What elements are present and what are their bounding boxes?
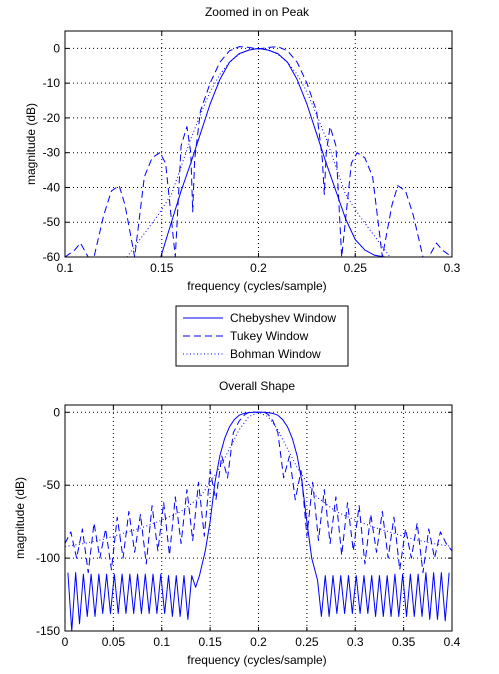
- overall-x-tick-label: 0: [62, 635, 69, 649]
- zoomed-series-tukey: [65, 46, 452, 257]
- overall-series-bohman: [65, 411, 452, 547]
- zoomed-x-tick-label: 0.25: [344, 261, 368, 275]
- legend-label-bohman: Bohman Window: [230, 347, 321, 361]
- legend-box: [175, 305, 349, 367]
- zoomed-x-tick-label: 0.3: [444, 261, 461, 275]
- overall-y-tick-label: -100: [36, 551, 60, 565]
- legend-label-chebyshev: Chebyshev Window: [230, 311, 336, 325]
- zoomed-y-tick-label: -40: [43, 180, 61, 194]
- overall-y-label: magnitude (dB): [13, 477, 27, 559]
- legend: Chebyshev Window Tukey Window Bohman Win…: [175, 305, 349, 367]
- zoomed-y-tick-label: -20: [43, 111, 61, 125]
- overall-chart: Overall Shape 0 0.05 0.1 0.15 0.2 0.25 0.3 0.35…: [13, 379, 461, 667]
- zoomed-chart: Zoomed in on Peak 0.1 0.15 0.2 0.25 0.3 -60 -5…: [24, 5, 461, 293]
- zoomed-series-group: [65, 46, 452, 257]
- overall-ticks: 0 0.05 0.1 0.15 0.2 0.25 0.3 0.35 0.4 -150 -100 -50…: [36, 405, 461, 649]
- zoomed-chart-title: Zoomed in on Peak: [205, 5, 310, 19]
- overall-x-tick-label: 0.35: [392, 635, 416, 649]
- zoomed-y-label: magnitude (dB): [24, 103, 38, 185]
- overall-chart-title: Overall Shape: [219, 379, 295, 393]
- zoomed-x-tick-label: 0.15: [150, 261, 174, 275]
- zoomed-x-label: frequency (cycles/sample): [187, 279, 326, 293]
- overall-x-tick-label: 0.4: [444, 635, 461, 649]
- zoomed-y-tick-label: 0: [53, 41, 60, 55]
- zoomed-y-tick-label: -60: [43, 250, 61, 264]
- overall-y-tick-label: -50: [43, 478, 61, 492]
- overall-x-tick-label: 0.3: [347, 635, 364, 649]
- overall-series-tukey: [65, 411, 452, 574]
- zoomed-y-tick-label: -30: [43, 146, 61, 160]
- overall-x-tick-label: 0.2: [250, 635, 267, 649]
- overall-x-tick-label: 0.15: [198, 635, 222, 649]
- zoomed-x-tick-label: 0.2: [250, 261, 267, 275]
- zoomed-grid: [65, 31, 452, 257]
- zoomed-y-tick-label: -10: [43, 76, 61, 90]
- overall-y-tick-label: -150: [36, 624, 60, 638]
- overall-x-tick-label: 0.25: [295, 635, 319, 649]
- zoomed-ticks: 0.1 0.15 0.2 0.25 0.3 -60 -50 -40 -30 -20 -10 0: [43, 31, 461, 275]
- zoomed-x-tick-label: 0.1: [57, 261, 74, 275]
- zoomed-y-tick-label: -50: [43, 215, 61, 229]
- overall-series-group: [65, 411, 452, 631]
- overall-x-tick-label: 0.05: [102, 635, 126, 649]
- legend-label-tukey: Tukey Window: [230, 329, 309, 343]
- overall-x-label: frequency (cycles/sample): [187, 653, 326, 667]
- overall-x-tick-label: 0.1: [153, 635, 170, 649]
- overall-y-tick-label: 0: [53, 405, 60, 419]
